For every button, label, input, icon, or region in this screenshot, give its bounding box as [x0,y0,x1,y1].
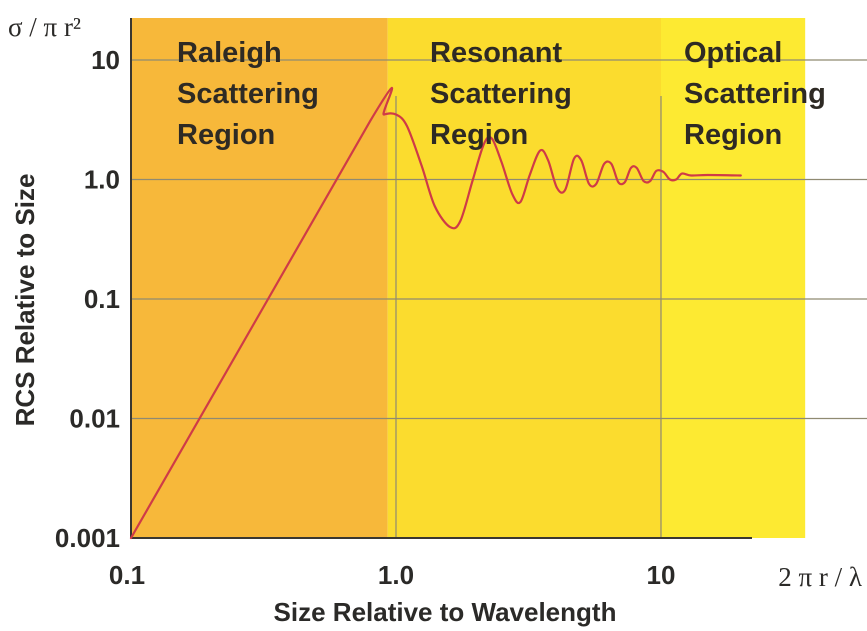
region-background-1 [131,18,388,538]
region-label-1: Region [177,119,275,151]
x-axis-title: Size Relative to Wavelength [274,597,617,627]
y-axis-title: RCS Relative to Size [10,174,40,427]
region-label-3: Optical [684,37,782,69]
region-label-2: Resonant [430,37,562,69]
y-tick-label: 0.1 [84,284,120,314]
x-unit-label: 2 π r / λ [778,562,862,592]
region-label-2: Scattering [430,78,572,110]
rcs-curve-1 [129,87,742,540]
y-tick-label: 10 [91,45,120,75]
data-series [129,87,742,540]
region-background-2 [387,18,661,538]
region-label-3: Region [684,119,782,151]
y-tick-label: 0.01 [69,404,120,434]
gridlines [131,59,867,538]
y-unit-label: σ / π r² [8,12,81,42]
y-tick-label: 1.0 [84,165,120,195]
axes [130,18,752,539]
region-label-1: Raleigh [177,37,282,69]
region-label-2: Region [430,119,528,151]
y-tick-label: 0.001 [55,523,120,553]
x-tick-label: 0.1 [109,560,145,590]
region-backgrounds [131,18,806,538]
labels: 0.001 0.01 0.1 1.0 10 0.1 1.0 10 Size Relative t… [8,12,862,627]
region-background-3 [661,18,806,538]
region-label-1: Scattering [177,78,319,110]
x-tick-label: 1.0 [378,560,414,590]
region-label-3: Scattering [684,78,826,110]
x-tick-label: 10 [647,560,676,590]
